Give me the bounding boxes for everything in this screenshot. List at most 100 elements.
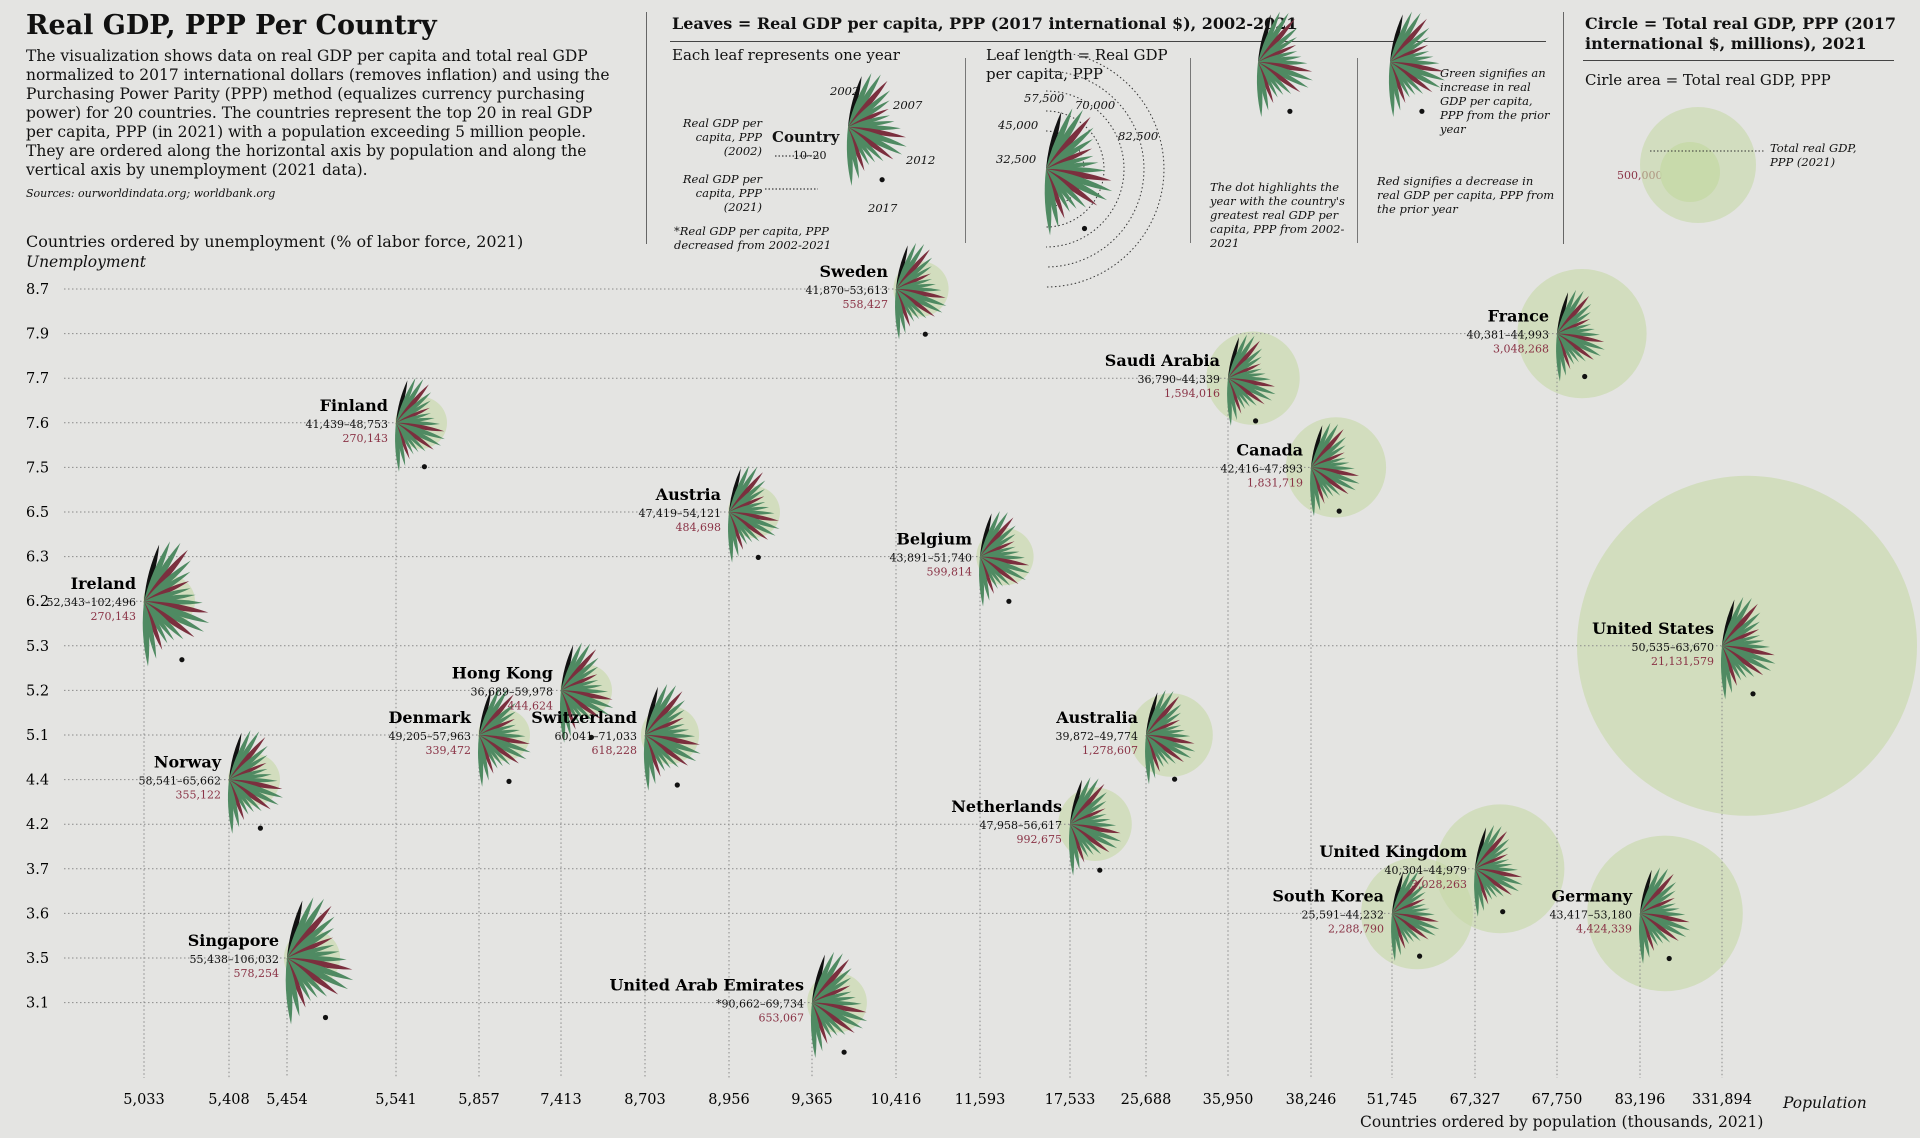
example-country: Country	[772, 128, 840, 146]
year-leaf	[1722, 645, 1764, 676]
x-tick-label: 83,196	[1615, 1092, 1666, 1108]
country-leaves	[559, 642, 614, 743]
year-leaf	[1390, 62, 1424, 95]
year-leaf	[1258, 62, 1309, 88]
year-leaf	[729, 512, 760, 542]
year-leaf	[1392, 913, 1436, 936]
gdp-per-capita-range: 47,419–54,121	[639, 507, 721, 520]
year-leaf	[1046, 139, 1094, 169]
circle-area-label: Cirle area = Total real GDP, PPP	[1585, 71, 1831, 89]
country-name: France	[1488, 307, 1549, 326]
x-tick-label: 5,408	[208, 1092, 250, 1108]
year-leaf	[561, 642, 582, 691]
peak-year-dot	[421, 464, 427, 470]
year-leaf	[396, 422, 410, 460]
year-leaf	[1557, 328, 1595, 334]
year-leaf	[1475, 847, 1509, 869]
country-name: Switzerland	[531, 708, 637, 727]
year-leaf	[1392, 913, 1440, 930]
country-name: United Kingdom	[1319, 842, 1467, 861]
peak-year-dot	[1666, 955, 1672, 962]
year-leaf	[1640, 903, 1676, 914]
year-leaf	[848, 127, 903, 155]
year-leaf	[229, 745, 268, 780]
year-leaf	[287, 958, 339, 995]
year-leaf	[144, 581, 190, 602]
gdp-per-capita-range: 36,689–59,978	[471, 685, 553, 698]
year-leaf	[812, 1002, 846, 1035]
year-leaf	[645, 709, 685, 735]
country-name: Australia	[1055, 708, 1138, 727]
year-leaf	[287, 958, 306, 1008]
year-leaf	[812, 1002, 868, 1022]
year-leaf	[479, 735, 519, 764]
year-leaf	[144, 601, 205, 632]
country-name: United Arab Emirates	[609, 976, 804, 995]
year-leaf	[1640, 913, 1691, 931]
year-leaf	[1258, 62, 1278, 98]
year-leaf	[812, 1002, 832, 1039]
circle-legend-label: Total real GDP, PPP (2021)	[1770, 141, 1857, 169]
year-leaf	[980, 534, 1016, 557]
year-leaf	[561, 690, 614, 708]
legend-dot-leaves	[1256, 11, 1313, 118]
year-leaf	[287, 898, 325, 958]
year-leaf	[479, 729, 520, 736]
year-leaf	[1475, 825, 1495, 869]
year-leaf	[1228, 334, 1247, 379]
country-name: Singapore	[188, 931, 279, 950]
year-leaf	[1258, 62, 1313, 81]
y-tick-label: 3.5	[26, 951, 49, 967]
year-leaf	[1228, 378, 1276, 395]
gdp-per-capita-range: 41,439–48,753	[306, 418, 388, 431]
year-leaf	[1390, 14, 1403, 62]
year-leaf	[1390, 62, 1445, 81]
year-leaf	[896, 289, 915, 322]
legend-rule	[670, 41, 1546, 42]
year-leaf	[396, 422, 426, 452]
year-leaf	[1228, 378, 1275, 387]
peak-year-dot	[879, 177, 885, 183]
year-leaf	[1258, 18, 1295, 62]
year-leaf	[1258, 37, 1298, 62]
example-label-2021: Real GDP per capita, PPP (2021)	[682, 172, 762, 214]
year-leaf	[396, 400, 431, 423]
year-leaf	[287, 957, 353, 970]
year-leaf	[1388, 62, 1395, 118]
year-leaf	[1146, 735, 1176, 764]
year-leaf	[645, 723, 685, 735]
year-leaf	[1392, 913, 1439, 922]
page-title: Real GDP, PPP Per Country	[26, 10, 437, 41]
year-leaf	[561, 657, 599, 691]
gdp-per-capita-range: 25,591–44,232	[1302, 908, 1384, 921]
leaves-legend-title: Leaves = Real GDP per capita, PPP (2017 …	[672, 14, 1298, 33]
year-leaf	[1640, 867, 1661, 914]
year-leaf	[479, 735, 511, 766]
year-leaf	[561, 674, 598, 691]
total-gdp-value: 21,131,579	[1651, 655, 1714, 668]
year-leaf	[287, 958, 311, 1002]
peak-year-dot	[1582, 373, 1588, 380]
year-leaf	[1392, 898, 1425, 914]
year-leaf	[1228, 373, 1266, 379]
peak-year-dot	[1287, 108, 1293, 114]
legend-rule	[1583, 60, 1894, 61]
gdp-per-capita-range: 60,041–71,033	[555, 730, 637, 743]
year-leaf	[980, 512, 1008, 557]
divider	[1563, 12, 1564, 244]
year-leaf	[1146, 696, 1180, 735]
year-leaf	[479, 694, 514, 735]
year-leaf	[1640, 913, 1650, 958]
country-name: Sweden	[819, 262, 888, 281]
year-leaf	[479, 735, 498, 769]
year-leaf	[812, 968, 852, 1003]
year-leaf	[229, 779, 262, 812]
year-leaf	[1557, 318, 1591, 334]
country-leaves	[1391, 869, 1440, 962]
year-leaf	[229, 779, 271, 810]
leaf-length-arc	[1045, 70, 1145, 268]
year-leaf	[1557, 333, 1601, 356]
legend-length-leaves	[1044, 108, 1113, 236]
divider	[1190, 58, 1191, 243]
country-name: United States	[1592, 619, 1714, 638]
